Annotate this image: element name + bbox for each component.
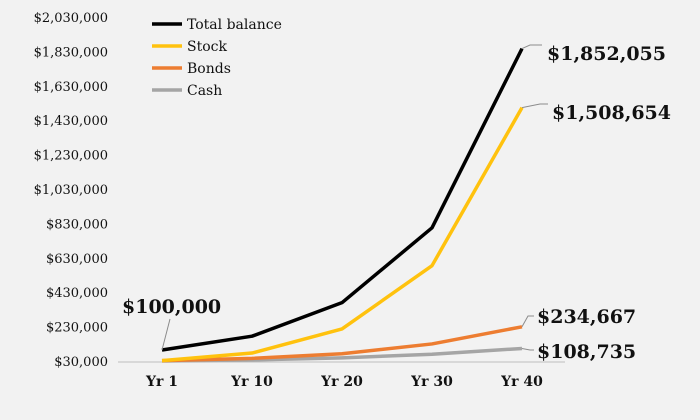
x-tick-label: Yr 1 bbox=[145, 374, 178, 390]
y-tick-label: $1,030,000 bbox=[34, 183, 108, 198]
callout-leader-line bbox=[161, 318, 171, 351]
x-tick-label: Yr 40 bbox=[500, 374, 543, 390]
callout-label: $234,667 bbox=[537, 306, 636, 328]
y-tick-label: $1,630,000 bbox=[34, 80, 108, 95]
legend-label: Stock bbox=[187, 39, 227, 55]
callout-label: $108,735 bbox=[537, 341, 636, 363]
y-tick-label: $630,000 bbox=[46, 252, 108, 267]
y-tick-label: $2,030,000 bbox=[34, 11, 108, 26]
y-tick-label: $230,000 bbox=[46, 321, 108, 336]
y-tick-label: $830,000 bbox=[46, 217, 108, 232]
callout-leader-line bbox=[521, 103, 548, 109]
legend-label: Bonds bbox=[187, 61, 231, 77]
y-tick-label: $1,430,000 bbox=[34, 114, 108, 129]
series-line-bonds bbox=[161, 325, 523, 363]
legend-label: Cash bbox=[187, 83, 222, 99]
callout-leader-line bbox=[521, 44, 542, 50]
x-tick-label: Yr 10 bbox=[230, 374, 273, 390]
x-tick-label: Yr 20 bbox=[320, 374, 363, 390]
series-line-total-balance bbox=[161, 47, 524, 352]
y-tick-label: $430,000 bbox=[46, 286, 108, 301]
callout-label: $100,000 bbox=[122, 296, 221, 318]
y-tick-label: $1,830,000 bbox=[34, 45, 108, 60]
y-tick-label: $30,000 bbox=[54, 355, 108, 370]
callout-leader-line bbox=[521, 315, 534, 328]
y-tick-label: $1,230,000 bbox=[34, 149, 108, 164]
x-tick-label: Yr 30 bbox=[410, 374, 453, 390]
callout-label: $1,508,654 bbox=[552, 102, 671, 124]
callout-leader-line bbox=[521, 347, 534, 351]
series-line-stock bbox=[161, 106, 524, 363]
legend-label: Total balance bbox=[187, 17, 282, 33]
callout-label: $1,852,055 bbox=[547, 43, 666, 65]
